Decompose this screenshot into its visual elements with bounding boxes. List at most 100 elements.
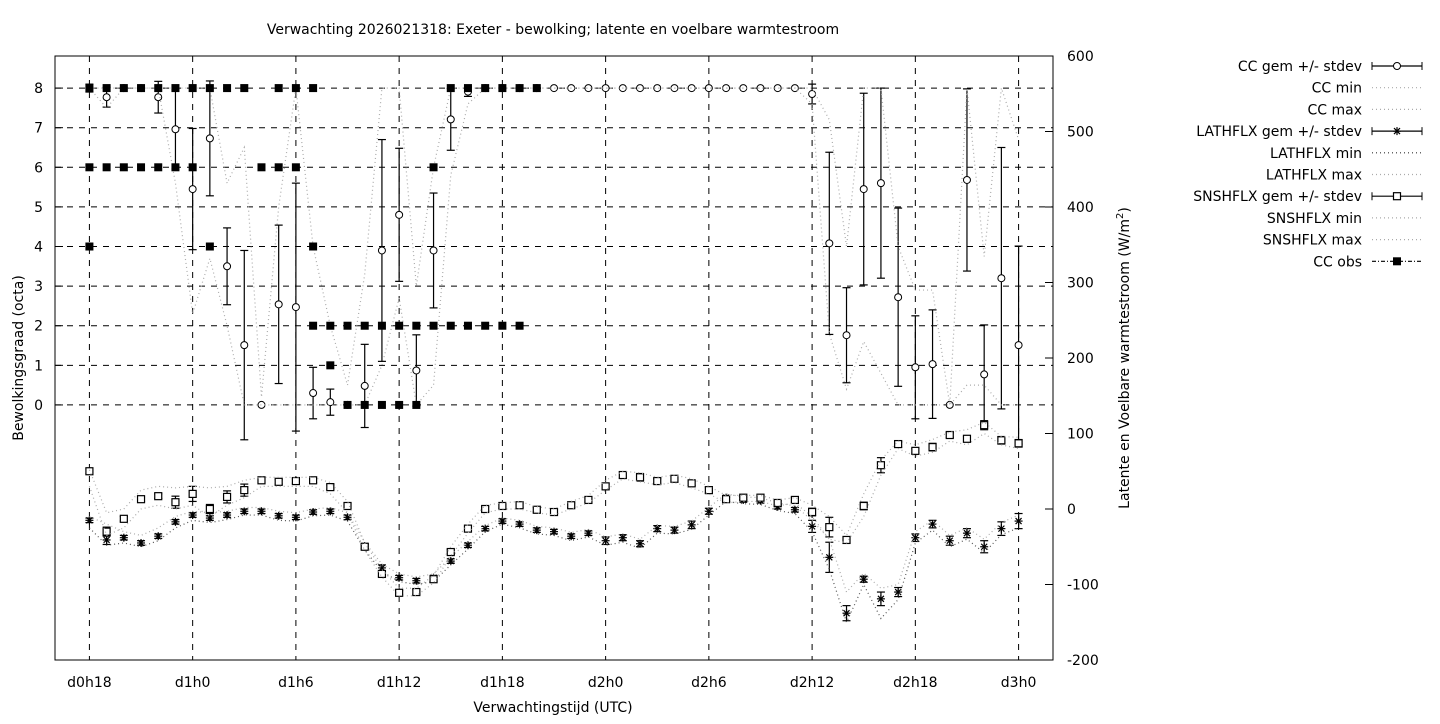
lathflx-gem-stdev-point	[274, 511, 283, 520]
cc-gem-stdev-point	[808, 90, 817, 99]
cc-gem-stdev-point	[412, 366, 421, 375]
snshflx-gem-stdev-point	[85, 467, 94, 476]
legend-sample-marker	[1393, 257, 1401, 266]
lathflx-gem-stdev-point	[859, 575, 868, 584]
legend: CC gem +/- stdev CC min CC max LATHFLX gem …	[1193, 59, 1423, 270]
y-axis-label: Bewolkingsgraad (octa)	[11, 275, 27, 441]
y2-tick-label: -200	[1067, 653, 1099, 669]
snshflx-gem-stdev-point	[171, 498, 180, 507]
y-tick-label: 2	[34, 319, 43, 335]
asterisk-stroke	[154, 532, 162, 540]
lathflx-min-line	[88, 500, 1019, 624]
lathflx-gem-stdev-point	[498, 517, 507, 526]
y2-tick-label: 500	[1067, 125, 1094, 141]
asterisk-stroke	[516, 520, 524, 528]
cc-gem-stdev-point	[240, 341, 249, 350]
lathflx-gem-stdev-point	[911, 533, 920, 542]
legend-label: LATHFLX min	[1270, 146, 1362, 162]
snshflx-gem-stdev-point	[481, 504, 490, 514]
cc-obs-point	[257, 163, 266, 172]
lathflx-gem-stdev-point	[962, 529, 971, 538]
y2-tick-label: 400	[1067, 200, 1094, 216]
snshflx-gem-stdev-point	[894, 439, 903, 449]
legend-label: CC obs	[1313, 254, 1362, 270]
lathflx-gem-stdev-point	[601, 536, 610, 545]
cc-gem-stdev-point	[274, 300, 283, 309]
snshflx-gem-stdev-point	[670, 474, 679, 483]
cc-gem-stdev-point	[876, 179, 885, 188]
legend-label: CC min	[1312, 81, 1362, 97]
asterisk-stroke	[705, 507, 713, 515]
lathflx-gem-stdev-point	[395, 573, 404, 582]
asterisk-stroke	[137, 539, 145, 547]
asterisk-stroke	[447, 557, 455, 565]
asterisk-stroke	[326, 507, 334, 515]
y2-label-end: )	[1117, 207, 1133, 212]
asterisk-stroke	[843, 609, 850, 617]
snshflx-gem-stdev-point	[808, 507, 817, 517]
cc-gem-stdev-point	[1014, 341, 1023, 350]
asterisk-stroke	[189, 511, 197, 519]
chart-title: Verwachting 2026021318: Exeter - bewolki…	[267, 22, 839, 38]
lathflx-max-line	[89, 493, 1019, 594]
y-tick-label: 5	[34, 200, 43, 216]
lathflx-gem-stdev-point	[137, 538, 146, 547]
cc-gem-stdev-point	[102, 93, 111, 102]
snshflx-gem-stdev-point	[962, 434, 972, 443]
snshflx-gem-stdev-point	[515, 501, 524, 510]
lathflx-gem-stdev-point	[154, 532, 163, 541]
asterisk-stroke	[533, 526, 541, 534]
cc-obs-point	[154, 163, 163, 172]
cc-gem-stdev-point	[154, 93, 163, 102]
snshflx-gem-stdev-point	[721, 495, 731, 504]
snshflx-gem-stdev-point	[119, 514, 128, 523]
lathflx-gem-stdev-point	[980, 542, 989, 551]
lathflx-gem-stdev-point	[463, 541, 472, 550]
legend-label: SNSHFLX gem +/- stdev	[1193, 189, 1362, 205]
cc-obs-point	[188, 84, 197, 93]
cc-obs-point	[463, 321, 472, 330]
x-axis-label: Verwachtingstijd (UTC)	[473, 700, 632, 716]
x-tick-label: d2h18	[893, 675, 937, 691]
legend-sample-marker	[1393, 62, 1401, 70]
cc-obs-point	[137, 163, 146, 172]
cc-obs-point	[412, 321, 421, 330]
lathflx-gem-stdev-point	[790, 505, 799, 514]
snshflx-gem-stdev-point	[205, 504, 214, 514]
cc-gem-stdev-point	[601, 84, 610, 93]
lathflx-gem-stdev-point	[997, 524, 1006, 533]
snshflx-gem-stdev-point	[911, 446, 920, 455]
asterisk-stroke	[240, 507, 248, 515]
cc-gem-stdev-point	[945, 400, 954, 409]
cc-obs-point	[309, 84, 318, 93]
asterisk-stroke	[395, 574, 403, 582]
snshflx-gem-stdev-point	[1014, 439, 1023, 448]
grid	[55, 56, 1053, 660]
y2-tick-label: -100	[1067, 578, 1099, 594]
asterisk-stroke	[1393, 127, 1401, 135]
y-tick-label: 0	[34, 398, 43, 414]
snshflx-gem-stdev-point	[653, 476, 662, 486]
lathflx-gem-stdev-point	[343, 513, 352, 522]
cc-obs-point	[429, 163, 438, 172]
cc-obs-point	[395, 321, 404, 330]
snshflx-max-line	[88, 421, 1019, 589]
snshflx-gem-stdev-point	[291, 476, 300, 486]
lathflx-gem-stdev-point	[876, 594, 885, 603]
snshflx-gem-stdev-point	[257, 476, 266, 485]
cc-obs-point	[291, 84, 300, 93]
asterisk-stroke	[550, 528, 558, 536]
cc-obs-point	[429, 321, 438, 330]
cc-obs-point	[309, 321, 318, 330]
cc-obs-point	[274, 163, 283, 172]
asterisk-stroke	[602, 537, 610, 545]
legend-label: SNSHFLX min	[1267, 211, 1362, 227]
snshflx-gem-stdev-point	[429, 575, 438, 584]
cc-obs-point	[377, 400, 386, 409]
y2-tick-label: 0	[1067, 502, 1076, 518]
cc-obs-point	[223, 84, 232, 93]
snshflx-gem-stdev-point	[618, 470, 627, 480]
y2-label-sup: 2	[1115, 213, 1126, 219]
snshflx-gem-stdev-point	[687, 479, 696, 488]
cc-obs-point	[360, 400, 369, 409]
